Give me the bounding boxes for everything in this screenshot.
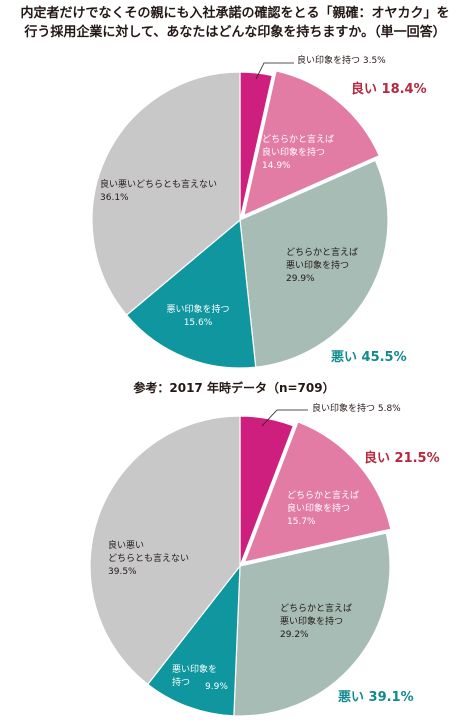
leader-line bbox=[261, 409, 308, 427]
slice-somewhat-bad bbox=[233, 532, 391, 717]
slice-somewhat-good-label: どちらかと言えば良い印象を持つ 14.9% bbox=[262, 133, 334, 171]
slice-bad bbox=[146, 564, 241, 717]
pie-chart-2: 良い印象を持つ 5.8% どちらかと言えば良い印象を持つ 15.7% どちらかと言えば… bbox=[89, 402, 440, 717]
total-good-label: 良い 21.5% bbox=[364, 450, 440, 466]
slice-somewhat-good bbox=[242, 70, 381, 217]
slice-good-label: 良い印象を持つ 3.5% bbox=[297, 54, 386, 66]
slice-somewhat-good bbox=[243, 421, 392, 563]
slice-somewhat-good-label: どちらかと言えば良い印象を持つ 15.7% bbox=[287, 489, 359, 527]
total-bad-label: 悪い 45.5% bbox=[331, 350, 407, 365]
slice-somewhat-bad-label: どちらかと言えば悪い印象を持つ 29.2% bbox=[280, 602, 352, 640]
pie-chart-1: 良い印象を持つ 3.5% どちらかと言えば良い印象を持つ 14.9% どちらかと言えば… bbox=[91, 54, 427, 369]
reference-label: 参考：2017 年時データ（n=709） bbox=[133, 381, 335, 395]
slice-bad-value: 9.9% bbox=[205, 682, 228, 692]
chart-title: 内定者だけでなくその親にも入社承諾の確認をとる「親確：オヤカク」を 行う採用企業… bbox=[6, 4, 464, 42]
slice-neutral-label: 良い悪いどちらとも言えない 36.1% bbox=[100, 178, 217, 203]
slice-bad-label: 悪い印象を持つ bbox=[172, 663, 217, 688]
slice-neutral bbox=[89, 415, 241, 686]
slice-bad-label: 悪い印象を持つ 15.6% bbox=[166, 303, 229, 328]
total-bad-label: 悪い 39.1% bbox=[338, 690, 414, 705]
title-line-1: 内定者だけでなくその親にも入社承諾の確認をとる「親確：オヤカク」を bbox=[20, 6, 450, 21]
slice-neutral bbox=[91, 71, 241, 316]
title-line-2: 行う採用企業に対して、あなたはどんな印象を持ちますか。（単一回答） bbox=[24, 25, 446, 40]
leader-line bbox=[255, 62, 294, 80]
slice-somewhat-bad bbox=[239, 159, 389, 368]
slice-neutral-label: 良い悪いどちらとも言えない 39.5% bbox=[108, 539, 189, 577]
slice-bad bbox=[125, 218, 257, 369]
total-good-label: 良い 18.4% bbox=[351, 81, 427, 97]
slice-good-label: 良い印象を持つ 5.8% bbox=[312, 402, 401, 414]
slice-somewhat-bad-label: どちらかと言えば悪い印象を持つ 29.9% bbox=[286, 246, 358, 284]
